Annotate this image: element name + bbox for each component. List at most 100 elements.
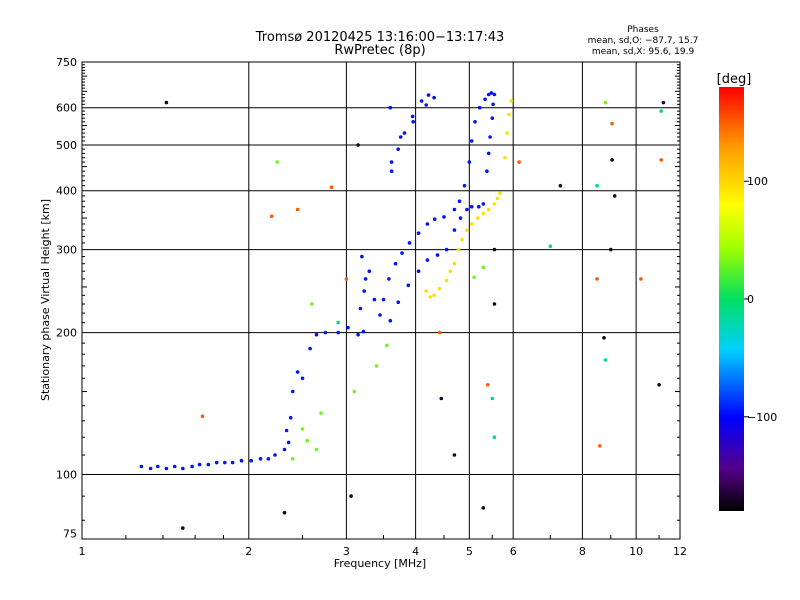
data-point [269,214,274,219]
data-point [595,183,599,188]
data-point [603,100,608,105]
data-point [428,295,433,299]
data-point [416,269,421,274]
data-point [444,278,449,283]
data-point [400,251,404,255]
data-point [200,414,205,419]
data-point [462,183,467,188]
data-point [598,444,602,448]
data-point [314,447,319,452]
x-tick-label: 8 [579,545,586,558]
data-point [181,466,185,471]
data-point [411,120,416,124]
data-point [458,216,463,220]
data-point [456,247,461,252]
data-point [425,258,430,262]
colorbar-ticks: 100 0 −100 [744,175,777,424]
data-point [432,217,437,221]
data-point [336,330,341,335]
data-point [295,370,300,374]
data-point [472,275,476,280]
data-point [305,438,310,443]
data-point [356,332,360,337]
chart-title: Tromsø 20120425 13:16:00−13:17:43 [255,30,505,45]
data-point [416,231,421,235]
data-point [310,302,314,306]
data-point [444,247,449,252]
data-point [481,202,486,206]
y-tick-label: 100 [56,469,77,482]
data-point [181,526,185,530]
colorbar-label: [deg] [717,72,752,87]
data-point [258,457,263,461]
data-point [367,269,372,274]
phases-stats-x: mean, sd,X: 95.6, 19.9 [592,47,695,57]
chart-subtitle: RwPretec (8p) [334,43,425,58]
data-point [197,462,202,467]
data-point [164,100,169,105]
data-point [492,435,497,440]
data-point [190,464,194,469]
y-axis-label: Stationary phase Virtual Height [km] [39,199,52,401]
data-point [460,237,464,242]
data-point [387,277,391,281]
x-tick-label: 2 [245,545,252,558]
data-points [139,91,666,530]
data-point [290,389,295,394]
data-point [548,244,553,248]
y-tick-label: 750 [56,56,77,69]
data-point [378,313,382,317]
data-point [442,215,446,219]
data-point [457,199,462,203]
data-point [477,204,481,209]
data-point [452,453,457,457]
phases-title: Phases [627,25,659,35]
data-point [206,462,211,467]
y-tick-label: 500 [56,139,77,152]
data-point [498,191,502,196]
y-tick-label: 300 [56,244,77,257]
data-point [398,135,403,139]
data-point [426,93,431,97]
data-point [595,277,599,281]
x-tick-label: 6 [510,545,517,558]
data-point [290,457,295,461]
data-point [282,510,287,515]
data-point [609,247,613,252]
data-point [295,207,300,212]
data-point [437,286,442,291]
plot-frame [81,61,681,540]
data-point [329,185,334,189]
data-point [344,277,349,281]
x-tick-label: 5 [466,545,473,558]
data-point [485,169,489,173]
data-point [492,92,497,97]
x-tick-label: 10 [629,545,643,558]
data-point [490,116,495,120]
data-point [266,457,271,461]
data-point [407,241,412,245]
data-point [314,332,319,337]
data-point [393,261,398,266]
data-point [558,183,563,188]
data-point [486,92,491,97]
data-point [503,155,507,160]
data-point [612,194,617,198]
y-tick-label: 200 [56,327,77,340]
x-axis-label: Frequency [MHz] [334,557,426,570]
data-point [214,460,219,465]
data-point [288,415,293,420]
data-point [481,506,486,510]
data-point [435,253,440,257]
data-point [300,376,305,381]
data-point [282,447,287,452]
data-point [639,277,643,281]
x-tick-label: 4 [412,545,419,558]
data-point [336,320,341,325]
data-point [388,105,393,110]
data-point [230,460,235,465]
x-tick-label: 12 [673,545,687,558]
data-point [349,494,353,498]
data-point [284,428,289,433]
